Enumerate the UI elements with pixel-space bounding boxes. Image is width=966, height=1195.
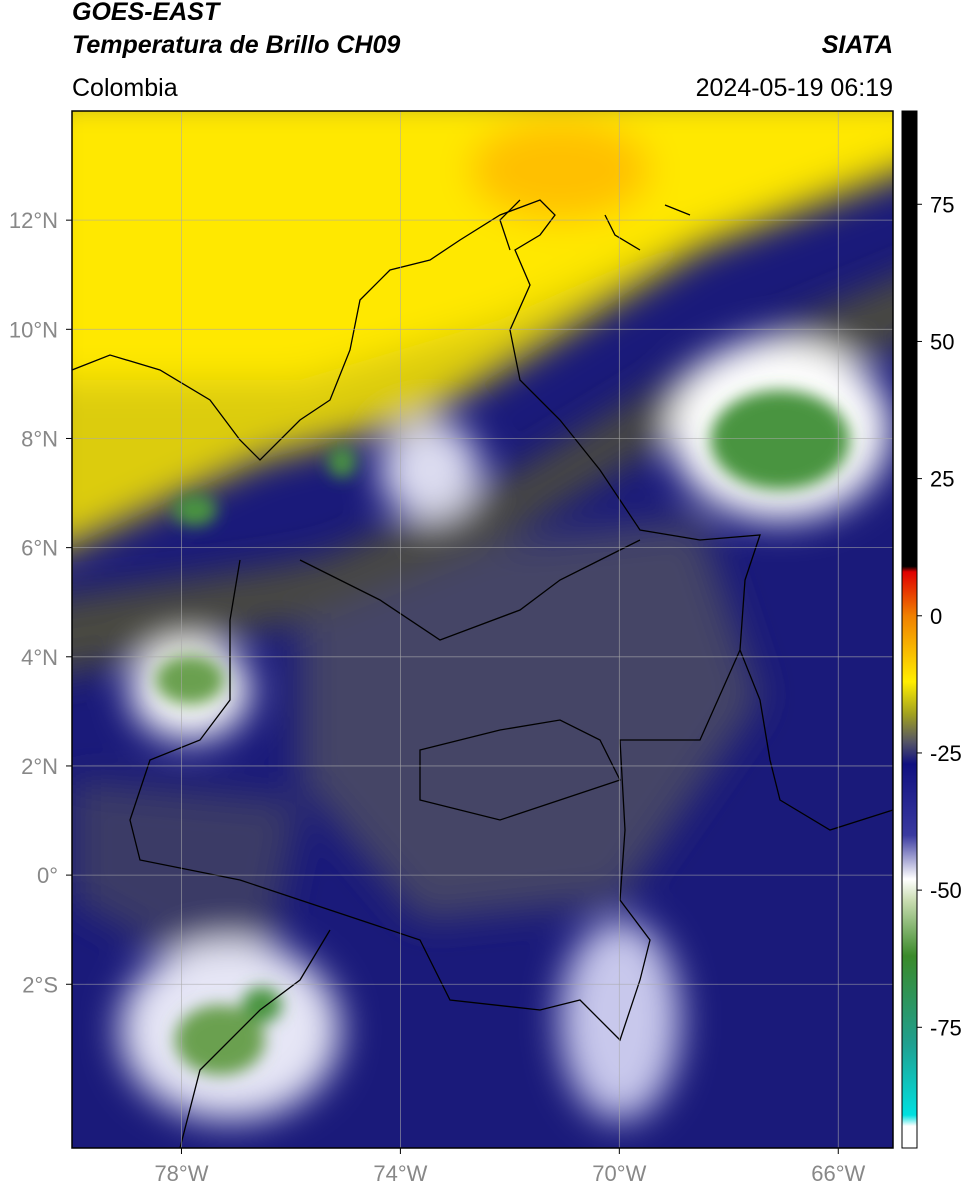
colorbar-tick-label: 25 [930, 467, 954, 492]
colorbar-tick-label: 0 [930, 604, 942, 629]
borders [72, 199, 893, 1148]
colorbar-tick-label: -25 [930, 741, 962, 766]
source: SIATA [822, 31, 893, 59]
y-tick-label: 10°N [9, 317, 58, 342]
grid [72, 111, 893, 1148]
cold-tops [155, 390, 850, 1075]
y-tick-label: 2°S [22, 972, 58, 997]
title: GOES-EAST [72, 0, 222, 26]
y-tick-label: 4°N [21, 645, 58, 670]
x-tick-label: 78°W [154, 1161, 208, 1186]
y-tick-label: 12°N [9, 208, 58, 233]
x-tick-label: 66°W [811, 1161, 865, 1186]
colorbar [901, 110, 918, 1149]
colorbar-tick-label: -50 [930, 878, 962, 903]
y-tick-label: 8°N [21, 426, 58, 451]
map-frame [71, 110, 894, 1149]
y-tick-label: 0° [37, 863, 58, 888]
colorbar-tick-label: -75 [930, 1015, 962, 1040]
y-tick-label: 2°N [21, 754, 58, 779]
x-tick-label: 74°W [373, 1161, 427, 1186]
timestamp: 2024-05-19 06:19 [696, 74, 893, 102]
region: Colombia [72, 74, 178, 102]
x-tick-label: 70°W [592, 1161, 646, 1186]
y-tick-label: 6°N [21, 536, 58, 561]
subtitle: Temperatura de Brillo CH09 [72, 31, 400, 59]
imagery [72, 111, 893, 1148]
colorbar-tick-label: 75 [930, 192, 954, 217]
colorbar-tick-label: 50 [930, 329, 954, 354]
